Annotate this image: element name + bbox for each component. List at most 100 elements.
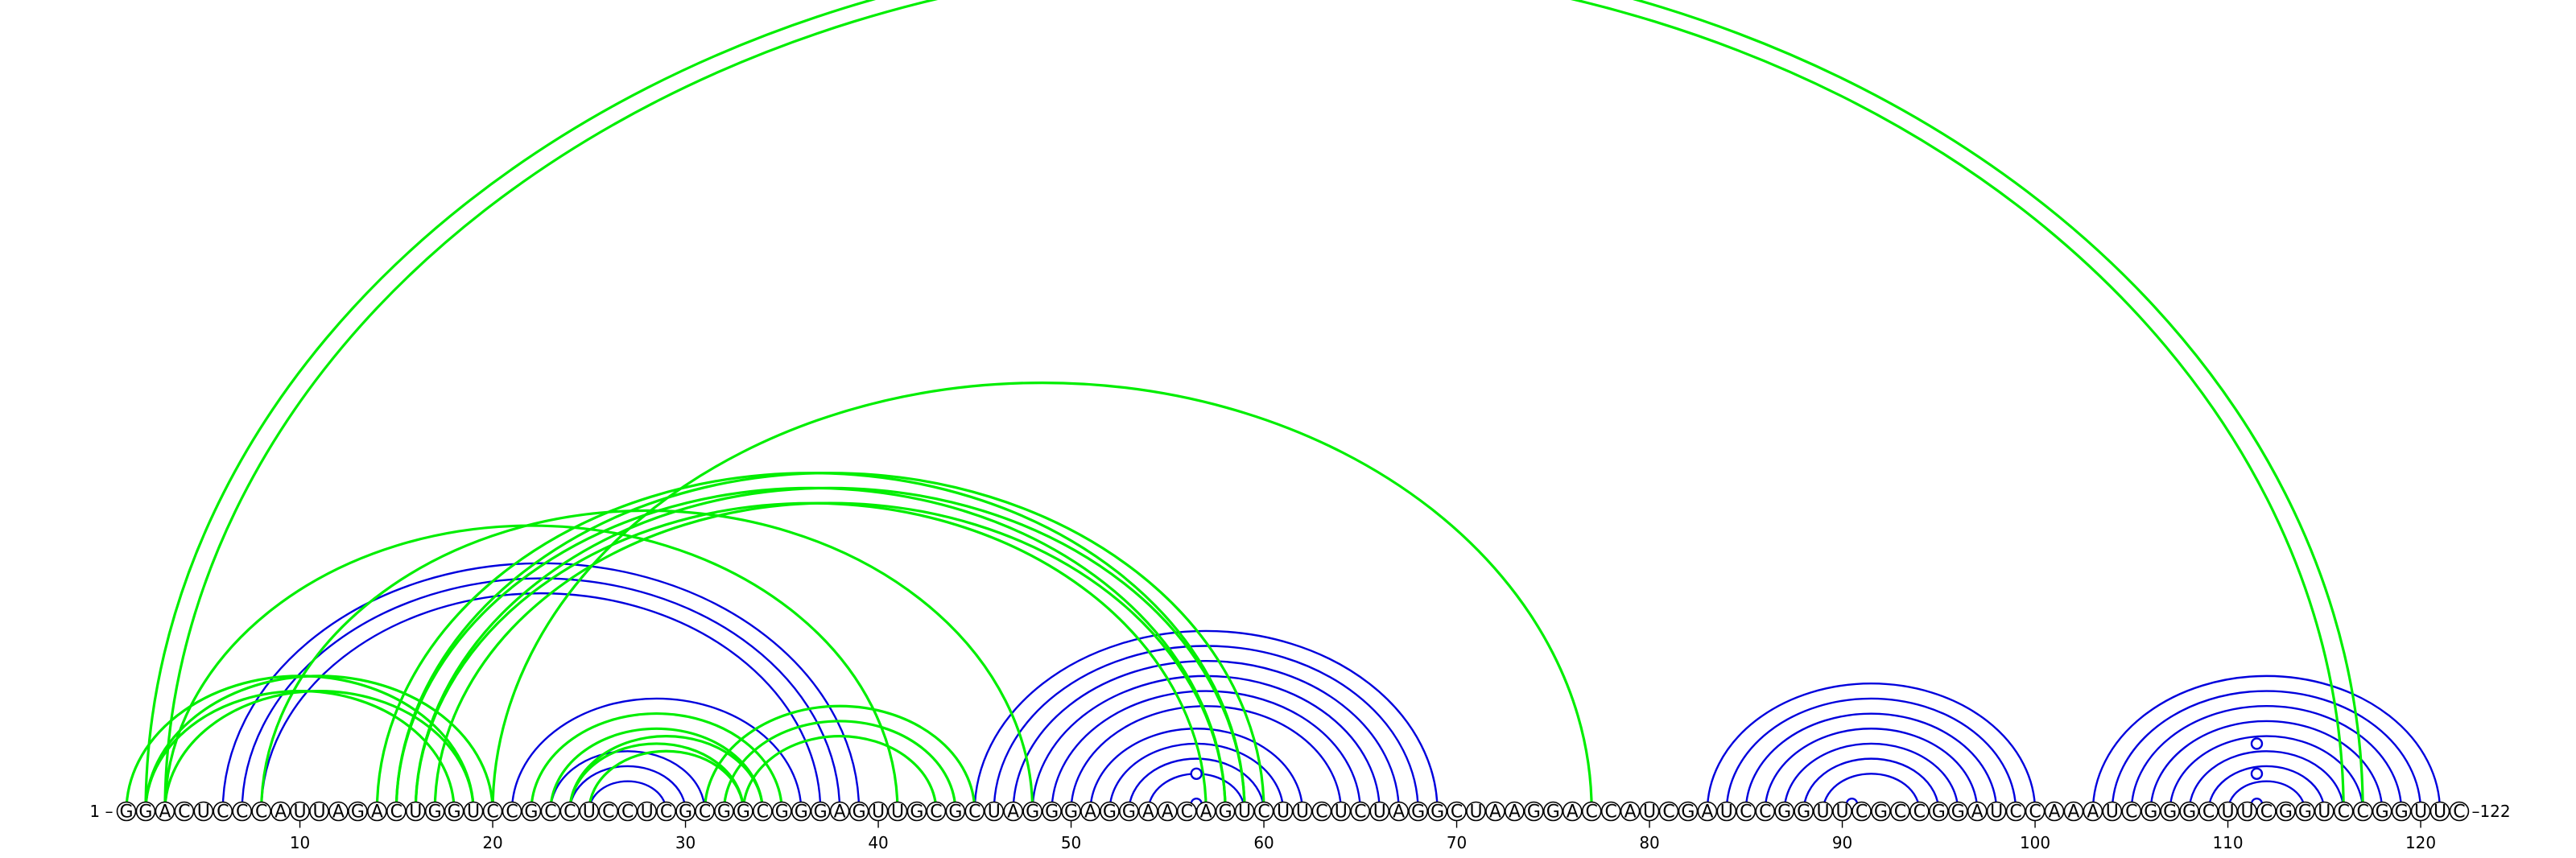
nucleotide-circle bbox=[2179, 801, 2199, 822]
nucleotide: A bbox=[270, 801, 291, 823]
nucleotide-letter: A bbox=[834, 802, 846, 823]
nucleotide-circle bbox=[1408, 801, 1428, 822]
nucleotide-letter: C bbox=[2029, 802, 2041, 823]
secondary-pair-arc bbox=[568, 765, 687, 812]
nucleotide-letter: U bbox=[891, 802, 904, 823]
nucleotide-letter: A bbox=[2067, 802, 2079, 823]
nucleotide-letter: C bbox=[1759, 802, 1771, 823]
nucleotide: G bbox=[1947, 801, 1968, 823]
nucleotide-circle bbox=[270, 801, 291, 822]
position-ticks: 10 20 30 40 50 60 70 80 90 100 110 120 bbox=[290, 820, 2436, 852]
nucleotide-circle bbox=[1774, 801, 1794, 822]
nucleotide: G bbox=[424, 801, 445, 823]
nucleotide: U bbox=[290, 801, 310, 823]
nucleotide: C bbox=[502, 801, 522, 823]
nucleotide: G bbox=[2140, 801, 2161, 823]
nucleotide-letter: U bbox=[641, 802, 654, 823]
tick-label: 90 bbox=[1832, 833, 1852, 852]
nucleotide-letter: G bbox=[852, 802, 866, 823]
nucleotide-circle bbox=[251, 801, 271, 822]
tertiary-pair-arc bbox=[722, 720, 957, 812]
nucleotide-circle bbox=[579, 801, 600, 822]
nucleotide: C bbox=[753, 801, 773, 823]
nucleotide-letter: G bbox=[2376, 802, 2389, 823]
nucleotide-letter: C bbox=[236, 802, 248, 823]
nucleotide: G bbox=[945, 801, 966, 823]
nucleotide: G bbox=[810, 801, 831, 823]
nucleotide: G bbox=[2295, 801, 2315, 823]
nucleotide: C bbox=[386, 801, 407, 823]
nucleotide-letter: A bbox=[1567, 802, 1579, 823]
nucleotide-letter: G bbox=[1527, 802, 1541, 823]
nucleotide-circle bbox=[714, 801, 734, 822]
nucleotide-letter: C bbox=[2202, 802, 2215, 823]
tick-label: 100 bbox=[2020, 833, 2050, 852]
start-position-label: 1 – bbox=[89, 802, 113, 821]
nucleotide-circle bbox=[1311, 801, 1332, 822]
nucleotide-letter: G bbox=[2144, 802, 2157, 823]
nucleotide: G bbox=[1794, 801, 1814, 823]
nucleotide-letter: G bbox=[138, 802, 152, 823]
nucleotide-circle bbox=[424, 801, 445, 822]
nucleotide-letter: U bbox=[583, 802, 596, 823]
nucleotide: G bbox=[2179, 801, 2199, 823]
nucleotide: U bbox=[1331, 801, 1352, 823]
nucleotide: A bbox=[1967, 801, 1988, 823]
nucleotide-letter: C bbox=[699, 802, 711, 823]
nucleotide-circle bbox=[1505, 801, 1525, 822]
nucleotide-letter: C bbox=[1604, 802, 1616, 823]
nucleotide-circle bbox=[559, 801, 580, 822]
nucleotide: G bbox=[714, 801, 734, 823]
secondary-pair-arc bbox=[1051, 690, 1361, 812]
nucleotide-circle bbox=[1350, 801, 1371, 822]
nucleotide-letter: G bbox=[428, 802, 442, 823]
nucleotide-letter: U bbox=[1238, 802, 1251, 823]
nucleotide: U bbox=[887, 801, 908, 823]
nucleotide-circle bbox=[367, 801, 387, 822]
nucleotide-letter: G bbox=[1797, 802, 1810, 823]
secondary-pair-arc bbox=[260, 592, 822, 812]
nucleotide-circle bbox=[1620, 801, 1641, 822]
nucleotide: U bbox=[1292, 801, 1313, 823]
nucleotide-circle bbox=[2198, 801, 2219, 822]
nucleotide-letter: A bbox=[371, 802, 383, 823]
nucleotide: A bbox=[1505, 801, 1525, 823]
nucleotide-letter: C bbox=[1315, 802, 1327, 823]
secondary-pair-arc bbox=[973, 629, 1439, 812]
nucleotide-circle bbox=[771, 801, 792, 822]
gu-pair-dot bbox=[2250, 767, 2264, 780]
nucleotide: A bbox=[1620, 801, 1641, 823]
secondary-pair-arc bbox=[2130, 705, 2403, 812]
nucleotide: U bbox=[2314, 801, 2334, 823]
nucleotide-circle bbox=[1176, 801, 1197, 822]
nucleotide-circle bbox=[1485, 801, 1505, 822]
nucleotide: C bbox=[482, 801, 503, 823]
nucleotide-letter: G bbox=[1103, 802, 1117, 823]
secondary-pair-arc bbox=[2111, 690, 2422, 812]
nucleotide: U bbox=[579, 801, 600, 823]
tertiary-pair-arc bbox=[163, 524, 899, 812]
nucleotide-letter: C bbox=[757, 802, 769, 823]
nucleotide: C bbox=[2005, 801, 2026, 823]
nucleotide-circle bbox=[2102, 801, 2123, 822]
nucleotide: G bbox=[116, 801, 137, 823]
nucleotide: G bbox=[1100, 801, 1120, 823]
nucleotide: U bbox=[1832, 801, 1852, 823]
nucleotide: G bbox=[1408, 801, 1428, 823]
nucleotide: G bbox=[1929, 801, 1949, 823]
nucleotide: A bbox=[1389, 801, 1409, 823]
nucleotide-letter: C bbox=[1354, 802, 1366, 823]
nucleotide-circle bbox=[887, 801, 908, 822]
nucleotide: U bbox=[1813, 801, 1833, 823]
nucleotide: A bbox=[1158, 801, 1178, 823]
nucleotide: G bbox=[1524, 801, 1544, 823]
tertiary-pair-arc bbox=[260, 509, 1034, 812]
nucleotide-circle bbox=[1234, 801, 1255, 822]
nucleotide-circle bbox=[2429, 801, 2450, 822]
nucleotide-circle bbox=[848, 801, 869, 822]
nucleotide-letter: A bbox=[1200, 802, 1212, 823]
nucleotide-letter: G bbox=[1951, 802, 1965, 823]
nucleotide-circle bbox=[213, 801, 233, 822]
nucleotide-letter: G bbox=[1064, 802, 1078, 823]
nucleotide-letter: C bbox=[1181, 802, 1193, 823]
